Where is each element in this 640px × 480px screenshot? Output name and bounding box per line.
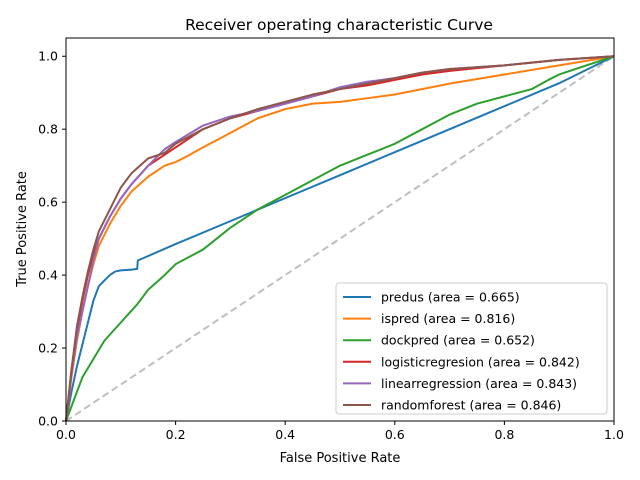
x-tick-label: 0.4 (275, 427, 295, 442)
y-tick-label: 1.0 (38, 49, 58, 64)
legend-label: predus (area = 0.665) (381, 290, 520, 305)
legend-label: ispred (area = 0.816) (381, 311, 515, 326)
legend-label: linearregression (area = 0.843) (381, 376, 577, 391)
legend: predus (area = 0.665) ispred (area = 0.81… (335, 282, 608, 415)
series-line-3 (65, 55, 615, 422)
x-tick-label: 0.2 (166, 427, 186, 442)
x-tick-label: 1.0 (604, 427, 624, 442)
x-tick-label: 0.8 (494, 427, 514, 442)
x-axis-label: False Positive Rate (280, 451, 401, 466)
y-tick-label: 0.0 (38, 414, 58, 429)
chart-title: Receiver operating characteristic Curve (185, 16, 493, 34)
legend-label: dockpred (area = 0.652) (381, 333, 535, 348)
x-tick-label: 0.0 (56, 427, 76, 442)
legend-label: randomforest (area = 0.846) (381, 398, 561, 413)
legend-box (335, 282, 608, 415)
x-axis: 0.0 0.2 0.4 0.6 0.8 1.0 (56, 421, 624, 442)
series-line-1 (65, 55, 615, 422)
plot-frame (65, 37, 615, 422)
y-axis-label: True Positive Rate (15, 171, 30, 288)
y-tick-label: 0.8 (38, 122, 58, 137)
y-tick-label: 0.2 (38, 341, 58, 356)
x-tick-label: 0.6 (385, 427, 405, 442)
series-line-6 (65, 55, 615, 422)
series-layer (65, 55, 615, 422)
y-axis: 0.0 0.2 0.4 0.6 0.8 1.0 (38, 49, 66, 429)
y-tick-label: 0.4 (38, 268, 58, 283)
y-tick-label: 0.6 (38, 195, 58, 210)
legend-label: logisticregresion (area = 0.842) (381, 354, 580, 369)
